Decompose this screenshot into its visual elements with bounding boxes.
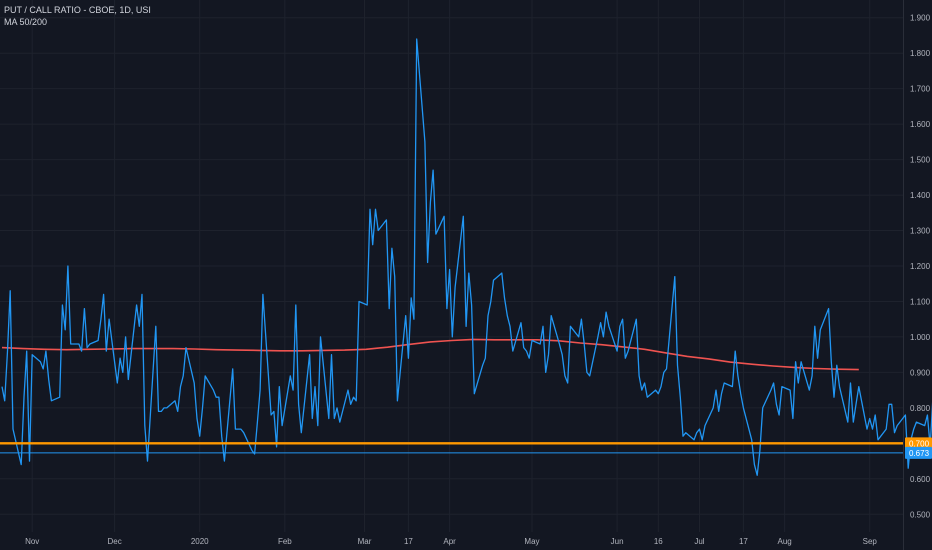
y-tick-label: 1.300	[910, 227, 931, 236]
horizontal-line-layer[interactable]	[0, 442, 903, 454]
x-tick-label: 17	[404, 537, 413, 546]
x-tick-label: Feb	[278, 537, 292, 546]
x-tick-label: 17	[739, 537, 748, 546]
x-tick-label: 16	[654, 537, 663, 546]
last-value-tag	[905, 446, 932, 459]
chart-title[interactable]: PUT / CALL RATIO - CBOE, 1D, USI	[4, 5, 151, 15]
last-value-tag-label: 0.673	[909, 449, 930, 458]
x-tick-label: Sep	[863, 537, 878, 546]
x-tick-label: Mar	[358, 537, 372, 546]
moving-average-line	[1, 338, 859, 371]
hline-price-tag	[905, 437, 932, 450]
y-tick-label: 1.500	[910, 156, 931, 165]
y-tick-label: 1.100	[910, 297, 931, 306]
y-tick-label: 1.800	[910, 49, 931, 58]
x-tick-label: Apr	[443, 537, 456, 546]
y-tick-label: 1.900	[910, 14, 931, 23]
put-call-ratio-layer	[1, 38, 932, 476]
x-tick-label: Dec	[107, 537, 121, 546]
put-call-ratio-line	[1, 38, 932, 476]
y-tick-label: 1.700	[910, 85, 931, 94]
y-tick-label: 1.600	[910, 120, 931, 129]
y-tick-label: 1.400	[910, 191, 931, 200]
y-tick-label: 0.900	[910, 368, 931, 377]
y-tick-label: 0.600	[910, 475, 931, 484]
x-tick-label: Jun	[611, 537, 624, 546]
x-tick-label: Nov	[25, 537, 39, 546]
hline-price-tag-label: 0.700	[909, 439, 930, 448]
y-tick-label: 1.000	[910, 333, 931, 342]
y-tick-label: 1.200	[910, 262, 931, 271]
x-tick-label: Aug	[778, 537, 792, 546]
x-tick-label: 2020	[191, 537, 209, 546]
x-axis: Nov Dec 2020 Feb Mar 17 Apr May Jun 16 Jul 17 Aug Sep	[25, 537, 877, 546]
indicator-label[interactable]: MA 50/200	[4, 17, 48, 27]
x-tick-label: May	[524, 537, 539, 546]
chart-legend[interactable]: PUT / CALL RATIO - CBOE, 1D, USI MA 50/2…	[4, 4, 151, 28]
y-tick-label: 0.500	[910, 510, 931, 519]
y-tick-label: 0.800	[910, 404, 931, 413]
y-axis: 0.500 0.600 0.700 0.800 0.900 1.000 1.100 1.200…	[903, 0, 931, 550]
moving-average-layer	[1, 338, 859, 371]
x-tick-label: Jul	[694, 537, 704, 546]
